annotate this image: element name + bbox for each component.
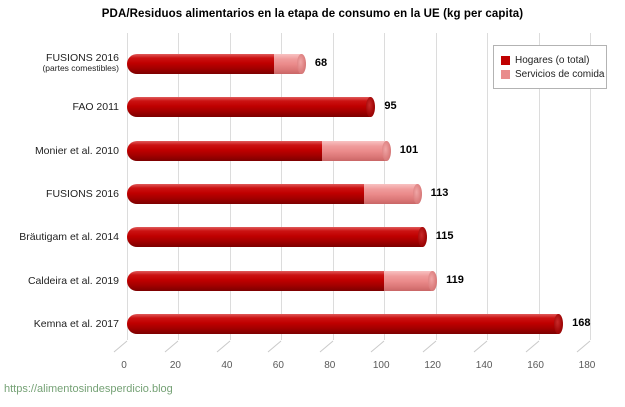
value-label: 101: [399, 143, 419, 156]
bar-end-cap: [366, 97, 376, 118]
bar-segment-servicios: [384, 270, 434, 291]
x-tick-label: 80: [324, 360, 336, 371]
bar-segment-servicios: [322, 140, 387, 161]
value-label: 68: [314, 57, 328, 69]
legend-swatch-icon: [501, 56, 510, 65]
bar-segment-servicios: [273, 54, 302, 74]
category-label: Bräutigam et al. 2014: [19, 231, 119, 244]
gridline: [590, 33, 591, 340]
tick-diagonal: [525, 340, 539, 353]
plot-area: 68 95 101 113 115 119 168: [127, 33, 591, 340]
value-label: 119: [446, 273, 464, 286]
legend-item: Hogares (o total): [501, 55, 602, 66]
x-tick-label: 0: [121, 360, 127, 371]
tick-diagonal: [576, 340, 591, 353]
category-label: Monier et al. 2010: [34, 144, 119, 157]
bar-end-cap: [554, 313, 564, 334]
category-label: Caldeira et al. 2019: [27, 274, 119, 287]
tick-diagonal: [267, 340, 282, 353]
tick-diagonal: [165, 340, 179, 353]
legend: Hogares (o total) Servicios de comida: [493, 45, 607, 89]
value-label: 95: [384, 100, 397, 113]
x-tick-label: 120: [424, 360, 441, 371]
source-link[interactable]: https://alimentosindesperdicio.blog: [4, 383, 173, 395]
bar-segment-hogares: [127, 270, 385, 291]
tick-diagonal: [473, 340, 488, 353]
category-label: FUSIONS 2016: [46, 187, 119, 200]
legend-swatch-icon: [501, 70, 510, 79]
tick-diagonal: [216, 340, 231, 353]
bar-segment-hogares: [127, 183, 364, 204]
tick-diagonal: [422, 340, 436, 353]
x-tick-label: 140: [475, 360, 493, 371]
bar-segment-servicios: [363, 183, 418, 204]
x-tick-label: 160: [527, 360, 544, 371]
chart-title: PDA/Residuos alimentarios en la etapa de…: [101, 8, 524, 20]
x-tick-label: 20: [169, 360, 181, 371]
category-label: Kemna et al. 2017: [33, 317, 119, 330]
x-tick-label: 60: [272, 360, 284, 371]
category-label: FAO 2011: [72, 101, 119, 114]
gridline: [487, 33, 489, 340]
bar-end-cap: [412, 183, 422, 204]
legend-item: Servicios de comida: [501, 69, 605, 80]
bar-end-cap: [381, 140, 391, 161]
gridline: [127, 33, 128, 340]
legend-label: Servicios de comida: [515, 69, 605, 80]
bar-end-cap: [296, 54, 306, 74]
value-label: 113: [430, 186, 449, 199]
value-label: 115: [435, 230, 454, 243]
x-tick-label: 40: [221, 360, 233, 371]
bar-segment-hogares: [127, 140, 323, 161]
tick-diagonal: [113, 340, 128, 353]
tick-diagonal: [370, 340, 385, 353]
bar-segment-hogares: [127, 97, 372, 118]
bar-end-cap: [417, 227, 427, 248]
legend-label: Hogares (o total): [515, 55, 590, 66]
value-label: 168: [572, 316, 591, 329]
bar-segment-hogares: [127, 227, 423, 248]
x-tick-label: 180: [578, 360, 596, 371]
bar-segment-hogares: [127, 54, 274, 74]
gridline: [538, 33, 540, 340]
category-label: FUSIONS 2016 (partes comestibles): [42, 52, 119, 74]
bar-segment-hogares: [127, 313, 560, 334]
x-tick-label: 100: [372, 360, 390, 371]
tick-diagonal: [319, 340, 334, 353]
gridline: [435, 33, 437, 340]
bar-end-cap: [428, 270, 438, 291]
